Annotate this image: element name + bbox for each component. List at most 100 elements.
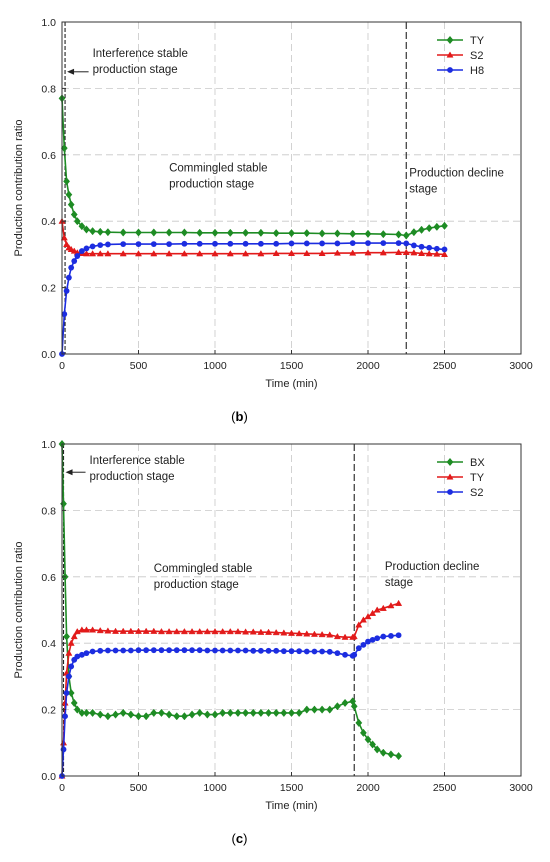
series-h8-b-point <box>65 274 72 281</box>
series-s2-c-point <box>212 647 218 654</box>
series-bx-c-point <box>203 710 211 719</box>
series-ty-c-point <box>219 627 227 635</box>
panel-label-letter: c <box>236 831 243 846</box>
series-s2-b-point <box>418 249 426 256</box>
series-h8-b-point <box>319 240 325 247</box>
series-ty-c-point <box>96 626 104 634</box>
series-ty-c-point <box>333 632 341 640</box>
series-h8-b-point <box>334 240 341 247</box>
panel-label-close: ) <box>243 831 247 846</box>
series-ty-c-point <box>180 627 188 635</box>
series-bx-c-point <box>379 748 387 757</box>
series-ty-c-point <box>310 630 318 637</box>
series-ty-b-point <box>96 227 104 236</box>
series-bx-c-point <box>142 712 150 721</box>
series-ty-b <box>58 94 448 240</box>
series-ty-b-point <box>67 200 75 209</box>
series-ty-c-point <box>112 627 120 634</box>
series-bx-c-point <box>165 710 173 719</box>
series-bx-c-point <box>96 710 104 719</box>
series-h8-b-point <box>212 240 218 247</box>
legend-label: S2 <box>470 487 483 499</box>
series-bx-c-point <box>350 702 358 711</box>
stage-annotation-line: production stage <box>169 178 254 190</box>
legend-marker <box>446 35 454 45</box>
series-h8-b-point <box>433 245 440 252</box>
series-ty-b-point <box>410 228 418 237</box>
series-ty-b-point <box>395 230 403 239</box>
series-ty-c-point <box>359 616 367 623</box>
series-h8-b-point <box>83 245 90 252</box>
legend-marker <box>447 489 453 495</box>
series-bx-c-point <box>359 728 367 737</box>
series-ty-c-point <box>265 628 273 635</box>
series-s2-c-point <box>150 647 157 654</box>
series-h8-b-point <box>196 240 203 247</box>
series-s2-b-point <box>119 250 127 257</box>
series-s2-b-point <box>196 250 204 257</box>
series-ty-c-point <box>326 631 334 638</box>
series-s2-b-point <box>303 249 311 256</box>
series-s2-c-point <box>189 647 195 654</box>
series-s2-c-point <box>388 632 394 639</box>
series-ty-b-point <box>242 228 250 237</box>
series-bx-c-point <box>373 745 381 754</box>
series-s2-c-point <box>365 638 371 645</box>
series-ty-b-point <box>89 227 97 236</box>
series-s2-c-point <box>89 648 96 655</box>
series-bx-c-point <box>173 712 181 721</box>
series-bx-c-point <box>265 708 272 718</box>
series-bx-c-point <box>226 708 234 718</box>
y-tick-label: 0.0 <box>41 349 56 361</box>
series-h8-b-point <box>418 243 425 250</box>
series-ty-b-point <box>150 228 158 237</box>
series-s2-b-point <box>379 249 387 256</box>
series-h8-b-point <box>411 242 417 249</box>
legend-marker <box>446 473 454 480</box>
series-s2-b-point <box>287 249 296 256</box>
stage-annotation-line: Production decline <box>385 561 480 573</box>
series-bx-c-point <box>364 735 372 744</box>
series-s2-c-point <box>135 647 142 654</box>
series-s2-c-point <box>374 635 381 642</box>
series-s2-c-point <box>303 648 310 655</box>
series-s2-c-point <box>181 647 188 654</box>
series-ty-c-point <box>318 630 326 638</box>
series-ty-b-point <box>196 228 204 237</box>
y-tick-label: 0.8 <box>41 83 56 95</box>
series-s2-c-point <box>65 673 72 680</box>
series-ty-b-point <box>418 225 425 234</box>
legend-marker <box>446 51 454 58</box>
series-ty-c-point <box>188 627 196 635</box>
series-h8-b-point <box>68 264 75 271</box>
series-s2-c <box>59 632 402 779</box>
y-tick-label: 1.0 <box>41 439 56 451</box>
y-tick-label: 0.0 <box>41 771 56 783</box>
series-bx-c-point <box>104 712 112 721</box>
y-tick-label: 0.6 <box>41 150 56 162</box>
series-ty-c-point <box>364 613 372 620</box>
series-ty-c-point <box>295 629 303 637</box>
series-s2-b-point <box>82 250 91 257</box>
series-s2-c-point <box>265 647 272 654</box>
series-h8-b-point <box>365 240 371 247</box>
series-bx-c-point <box>257 708 265 718</box>
series-ty-c-point <box>379 604 387 611</box>
series-ty-b-point <box>349 229 357 238</box>
series-s2-c-point <box>380 633 387 640</box>
series-ty-b-point <box>104 228 112 237</box>
series-bx-c-point <box>83 708 90 718</box>
series-s2-c-point <box>334 650 341 657</box>
legend-label: H8 <box>470 65 484 77</box>
series-ty-b-point <box>119 228 127 237</box>
series-s2-c-point <box>242 647 249 654</box>
series-h8-b-point <box>150 241 157 248</box>
x-tick-label: 500 <box>130 782 148 794</box>
series-bx-c-point <box>158 708 165 718</box>
series-ty-c-point <box>287 629 296 636</box>
series-s2-c-point <box>395 632 402 639</box>
series-ty-b-point <box>257 228 265 237</box>
series-h8-b-point <box>61 311 68 318</box>
panel-label-close: ) <box>243 409 247 424</box>
x-tick-label: 2000 <box>356 782 380 794</box>
